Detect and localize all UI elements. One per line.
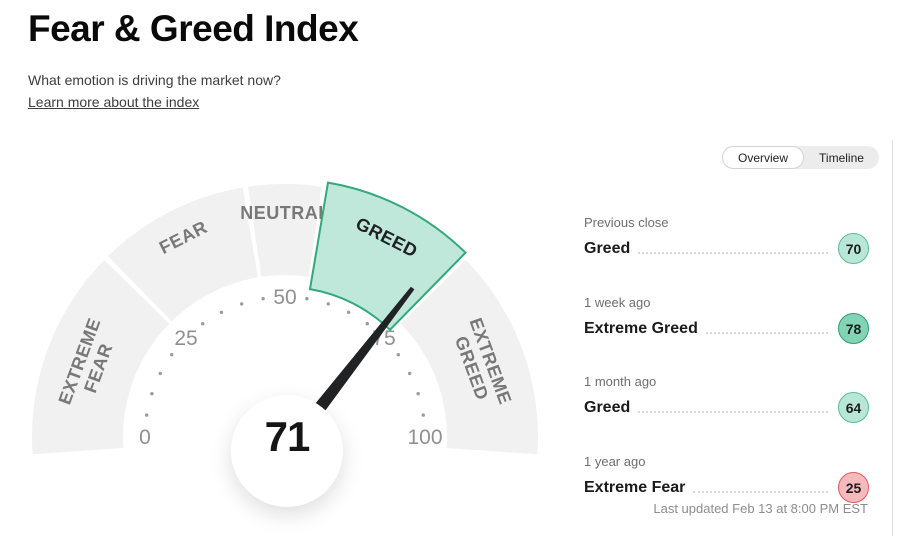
gauge-segment-neutral	[248, 183, 322, 277]
history-row: 1 week ago Extreme Greed 78	[584, 295, 869, 344]
learn-more-link[interactable]: Learn more about the index	[28, 94, 200, 111]
dotted-leader	[705, 332, 828, 334]
page-subtitle: What emotion is driving the market now?	[28, 71, 281, 88]
history-row: Previous close Greed 70	[584, 215, 869, 264]
history-emotion-label: Greed	[584, 398, 631, 416]
last-updated-text: Last updated Feb 13 at 8:00 PM EST	[653, 501, 868, 516]
history-emotion-label: Extreme Greed	[584, 319, 698, 337]
history-emotion-label: Greed	[584, 239, 631, 257]
svg-text:0: 0	[139, 426, 151, 449]
dotted-leader	[638, 252, 828, 254]
gauge-ticks	[145, 297, 425, 417]
tab-timeline[interactable]: Timeline	[804, 146, 879, 169]
svg-text:25: 25	[174, 327, 197, 350]
dotted-leader	[693, 491, 828, 493]
view-toggle: Overview Timeline	[722, 146, 879, 169]
history-period-label: 1 week ago	[584, 295, 651, 310]
history-row: 1 month ago Greed 64	[584, 374, 869, 423]
history-score-badge: 25	[838, 472, 869, 503]
gauge-center: 71	[231, 395, 343, 507]
gauge-center-value: 71	[264, 413, 311, 460]
gauge-segment-extreme-greed	[400, 260, 538, 455]
fear-greed-gauge: EXTREMEFEARFEARNEUTRALGREEDEXTREMEGREED0…	[32, 181, 538, 455]
panel-divider	[892, 140, 893, 536]
gauge-segment-extreme-fear	[32, 260, 170, 455]
history-row: 1 year ago Extreme Fear 25	[584, 454, 869, 503]
gauge-needle	[292, 286, 415, 441]
dotted-leader	[638, 411, 828, 413]
tab-overview[interactable]: Overview	[722, 146, 805, 169]
gauge-label-neutral: NEUTRAL	[240, 203, 330, 223]
header: Fear & Greed Index What emotion is drivi…	[28, 8, 588, 112]
page-title: Fear & Greed Index	[28, 8, 359, 49]
history-period-label: 1 month ago	[584, 374, 657, 389]
gauge-segment-fear	[108, 187, 258, 322]
history-emotion-label: Extreme Fear	[584, 478, 686, 496]
history-score-badge: 78	[838, 313, 869, 344]
svg-text:100: 100	[407, 426, 442, 449]
history-score-badge: 70	[838, 233, 869, 264]
history-score-badge: 64	[838, 392, 869, 423]
history-period-label: 1 year ago	[584, 454, 646, 469]
history-period-label: Previous close	[584, 215, 669, 230]
svg-text:50: 50	[273, 286, 296, 309]
gauge-segment-greed	[308, 181, 467, 332]
